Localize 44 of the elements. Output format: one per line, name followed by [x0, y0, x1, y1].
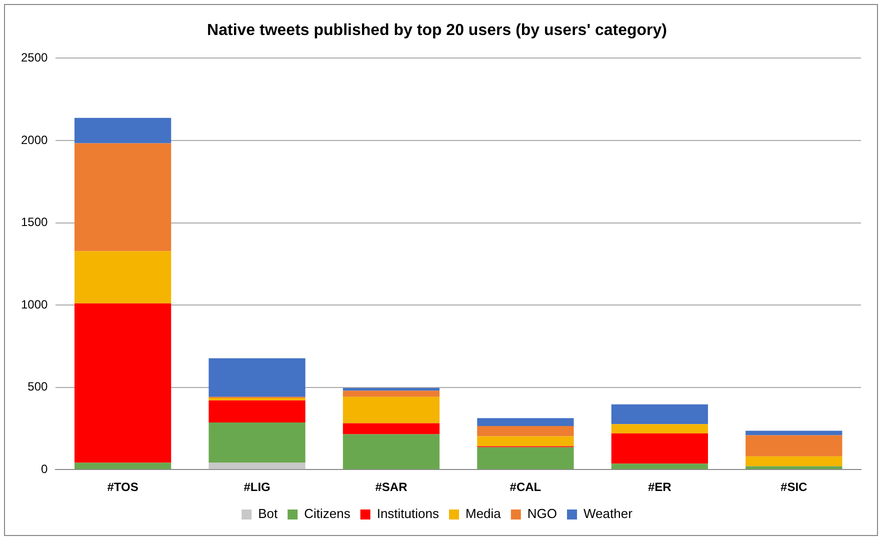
legend-label: NGO — [527, 506, 558, 522]
bar — [74, 303, 172, 463]
bar — [342, 390, 440, 397]
x-tick-label: #ER — [648, 480, 672, 494]
chart-title: Native tweets published by top 20 users (by users' category) — [207, 22, 667, 40]
legend-label: Institutions — [376, 506, 440, 522]
x-tick-label: #LIG — [244, 480, 270, 494]
bar — [208, 358, 306, 397]
legend-label: Weather — [584, 506, 634, 522]
bar — [477, 418, 574, 426]
bar — [611, 433, 708, 464]
bar — [342, 423, 440, 434]
y-tick-label: 2000 — [20, 132, 48, 147]
legend-label: Media — [465, 506, 502, 522]
bar — [477, 426, 574, 436]
bar — [746, 435, 842, 456]
bar — [342, 434, 440, 470]
bar — [746, 430, 842, 436]
bar — [208, 462, 306, 470]
y-tick-label: 2500 — [20, 50, 48, 65]
x-tick-label: #CAL — [510, 480, 542, 494]
y-tick-label: 1500 — [20, 215, 48, 230]
bar — [477, 447, 574, 470]
bar — [611, 464, 708, 470]
bar — [74, 251, 172, 304]
y-tick-label: 500 — [28, 380, 48, 394]
bar — [74, 462, 172, 470]
bar — [342, 396, 440, 424]
bar — [74, 118, 172, 144]
x-tick-label: #TOS — [107, 480, 138, 494]
x-tick-label: #SAR — [375, 480, 408, 494]
bar — [74, 143, 172, 252]
bar — [342, 388, 440, 391]
y-tick-label: 1000 — [20, 297, 48, 312]
bar — [746, 456, 842, 466]
bar — [477, 436, 574, 446]
legend-label: Bot — [258, 506, 278, 522]
bar — [208, 422, 306, 463]
legend-label: Citizens — [304, 506, 351, 522]
bar — [611, 404, 708, 424]
y-tick-label: 0 — [41, 462, 48, 476]
x-tick-label: #SIC — [780, 480, 808, 494]
bar — [208, 400, 306, 423]
bar — [611, 424, 708, 434]
